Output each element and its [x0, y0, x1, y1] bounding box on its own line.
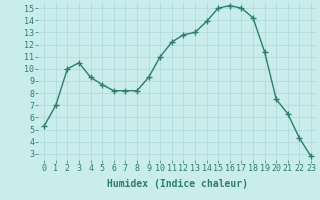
X-axis label: Humidex (Indice chaleur): Humidex (Indice chaleur)	[107, 179, 248, 189]
